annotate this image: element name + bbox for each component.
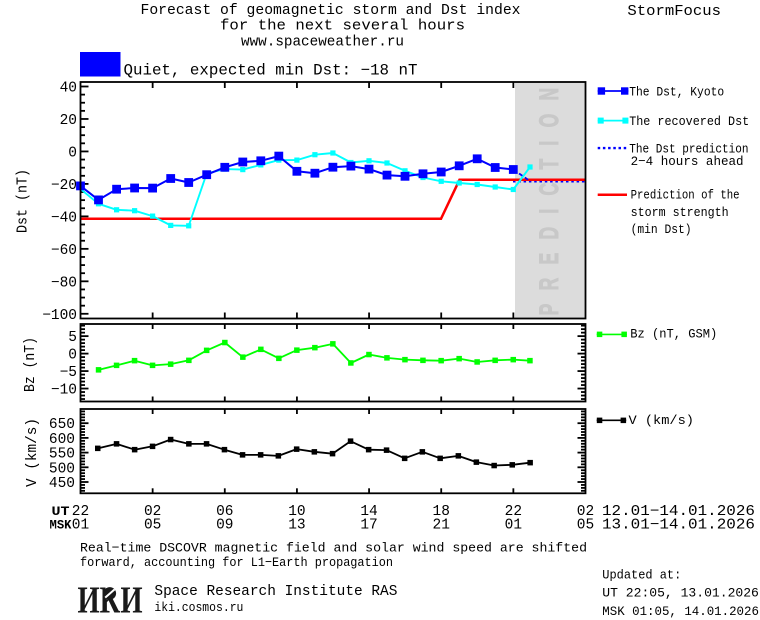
- svg-text:10: 10: [288, 504, 305, 520]
- svg-text:18: 18: [433, 504, 450, 520]
- svg-text:20: 20: [60, 113, 77, 129]
- svg-text:14: 14: [360, 504, 377, 520]
- svg-text:V (km/s): V (km/s): [629, 413, 695, 428]
- svg-text:0: 0: [68, 145, 77, 161]
- svg-text:Bz (nT): Bz (nT): [23, 337, 39, 392]
- svg-text:−60: −60: [51, 243, 77, 259]
- svg-text:forward, accounting for L1−Ear: forward, accounting for L1−Earth propaga…: [80, 555, 393, 570]
- svg-text:www.spaceweather.ru: www.spaceweather.ru: [241, 35, 404, 51]
- svg-text:UT 22:05, 13.01.2026: UT 22:05, 13.01.2026: [602, 586, 759, 601]
- svg-text:Dst (nT): Dst (nT): [16, 169, 32, 233]
- svg-text:for the next several hours: for the next several hours: [220, 19, 465, 35]
- svg-text:600: 600: [49, 432, 75, 448]
- svg-text:22: 22: [505, 504, 522, 520]
- svg-text:22: 22: [72, 504, 89, 520]
- svg-text:Updated at:: Updated at:: [602, 568, 681, 583]
- svg-text:Quiet, expected min Dst: −18 n: Quiet, expected min Dst: −18 nT: [124, 62, 418, 80]
- svg-text:Forecast of geomagnetic storm: Forecast of geomagnetic storm and Dst in…: [141, 3, 521, 19]
- svg-text:−40: −40: [51, 210, 77, 226]
- svg-text:40: 40: [60, 81, 77, 97]
- svg-text:The Dst, Kyoto: The Dst, Kyoto: [629, 85, 724, 100]
- svg-text:PREDICTION: PREDICTION: [533, 75, 564, 316]
- svg-text:13.01−14.01.2026: 13.01−14.01.2026: [602, 518, 755, 534]
- svg-text:The recovered Dst: The recovered Dst: [629, 114, 749, 129]
- svg-text:5: 5: [68, 330, 77, 346]
- svg-text:17: 17: [360, 518, 377, 534]
- svg-text:(min Dst): (min Dst): [631, 222, 692, 237]
- svg-text:05: 05: [144, 518, 161, 534]
- svg-text:UT: UT: [52, 504, 70, 519]
- svg-text:Prediction of the: Prediction of the: [631, 188, 740, 203]
- svg-text:550: 550: [49, 447, 75, 463]
- svg-text:The Dst prediction: The Dst prediction: [629, 142, 748, 157]
- svg-text:13: 13: [288, 518, 305, 534]
- svg-text:−20: −20: [51, 178, 77, 194]
- svg-text:02: 02: [577, 504, 594, 520]
- svg-text:650: 650: [49, 417, 75, 433]
- svg-text:09: 09: [216, 518, 233, 534]
- svg-text:storm strength: storm strength: [631, 205, 729, 220]
- svg-text:06: 06: [216, 504, 233, 520]
- svg-text:01: 01: [72, 518, 89, 534]
- svg-text:Real−time DSCOVR magnetic fiel: Real−time DSCOVR magnetic field and sola…: [80, 541, 587, 556]
- svg-text:−100: −100: [42, 308, 77, 324]
- svg-text:V (km/s): V (km/s): [25, 418, 41, 487]
- svg-text:−10: −10: [51, 383, 77, 399]
- svg-text:2−4 hours ahead: 2−4 hours ahead: [631, 154, 744, 169]
- svg-text:MSK 01:05, 14.01.2026: MSK 01:05, 14.01.2026: [602, 604, 759, 619]
- svg-text:−80: −80: [51, 275, 77, 291]
- svg-text:21: 21: [433, 518, 450, 534]
- svg-text:450: 450: [49, 476, 75, 492]
- svg-text:iki.cosmos.ru: iki.cosmos.ru: [154, 600, 243, 615]
- svg-text:Space Research Institute RAS: Space Research Institute RAS: [154, 584, 397, 600]
- svg-text:12.01−14.01.2026: 12.01−14.01.2026: [602, 504, 755, 520]
- svg-text:0: 0: [68, 348, 77, 364]
- svg-text:−5: −5: [60, 365, 77, 381]
- svg-text:Bz (nT, GSM): Bz (nT, GSM): [630, 327, 717, 342]
- svg-text:01: 01: [505, 518, 522, 534]
- svg-text:MSK: MSK: [50, 519, 72, 533]
- svg-text:500: 500: [49, 461, 75, 477]
- svg-text:05: 05: [577, 518, 594, 534]
- svg-text:02: 02: [144, 504, 161, 520]
- svg-text:StormFocus: StormFocus: [627, 2, 721, 20]
